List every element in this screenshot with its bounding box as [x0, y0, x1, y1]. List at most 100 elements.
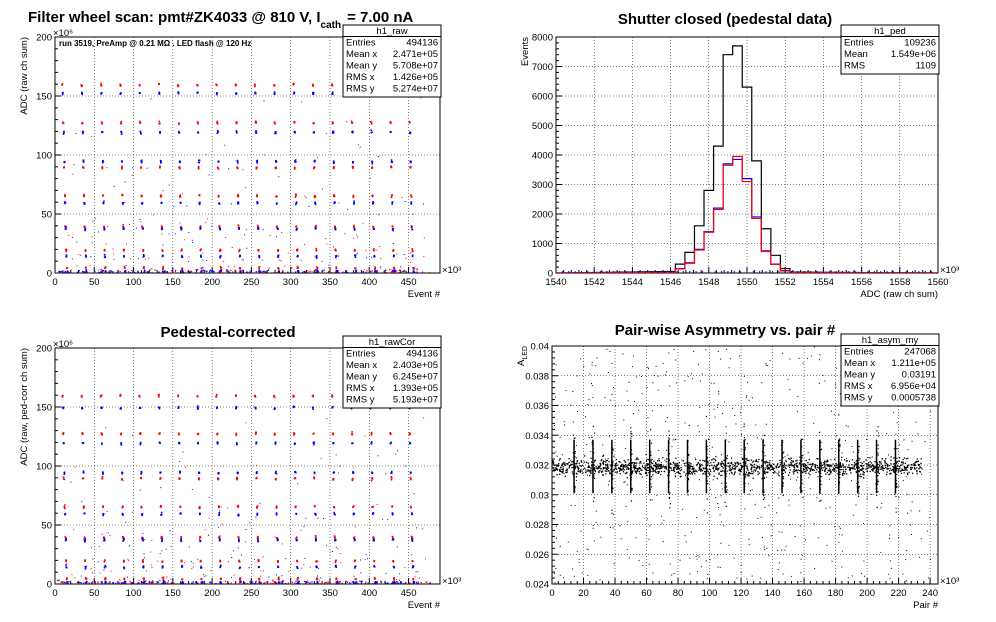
data-point: [337, 270, 339, 272]
data-point: [100, 406, 103, 409]
data-point: [688, 464, 690, 466]
data-point: [893, 471, 895, 473]
data-point: [158, 93, 160, 95]
data-point: [599, 465, 601, 467]
x-tick-label: 1546: [660, 277, 681, 288]
data-point: [371, 195, 374, 198]
data-point: [162, 265, 165, 268]
data-point: [199, 249, 202, 251]
data-point: [264, 154, 266, 156]
data-point: [739, 470, 741, 473]
data-point: [209, 581, 211, 583]
data-point: [897, 465, 899, 467]
data-point: [162, 270, 164, 273]
data-point: [906, 466, 909, 469]
data-point: [100, 93, 102, 95]
data-layer: [56, 393, 432, 584]
data-point: [365, 581, 367, 583]
data-point: [354, 249, 356, 252]
data-point: [625, 468, 627, 470]
data-point: [239, 577, 242, 579]
data-point: [107, 532, 109, 534]
data-point: [873, 467, 876, 469]
data-point: [164, 272, 167, 273]
data-point: [884, 460, 886, 462]
data-point: [233, 265, 235, 267]
data-point: [152, 581, 154, 583]
data-point: [594, 470, 597, 473]
data-point: [174, 233, 176, 235]
data-point: [918, 470, 921, 473]
data-point: [796, 464, 798, 467]
data-point: [154, 269, 156, 271]
data-point: [657, 468, 659, 470]
data-point: [123, 559, 125, 562]
data-point: [97, 582, 100, 584]
data-point: [623, 469, 625, 471]
data-point: [747, 475, 749, 477]
data-point: [159, 579, 161, 581]
data-point: [65, 578, 68, 581]
data-point: [600, 471, 603, 473]
data-point: [398, 579, 400, 581]
data-point: [691, 472, 693, 474]
data-point: [62, 132, 65, 135]
data-point: [906, 472, 909, 474]
data-point: [270, 583, 273, 584]
data-point: [101, 123, 103, 125]
data-point: [160, 227, 163, 230]
data-point: [172, 261, 174, 263]
data-point: [237, 194, 240, 197]
data-point: [372, 539, 375, 542]
data-point: [181, 582, 183, 584]
data-point: [391, 270, 394, 272]
data-point: [119, 272, 121, 273]
data-point: [742, 465, 744, 468]
data-point: [235, 407, 237, 410]
data-point: [374, 578, 376, 580]
data-point: [425, 581, 428, 583]
data-point: [258, 272, 261, 273]
data-point: [242, 270, 244, 272]
data-point: [102, 201, 104, 204]
data-point: [902, 469, 904, 471]
data-point: [675, 462, 677, 465]
data-point: [243, 259, 245, 261]
stats-value: 1.426e+05: [393, 72, 438, 83]
data-point: [602, 462, 604, 464]
data-point: [275, 132, 277, 135]
data-point: [179, 512, 182, 515]
data-point: [349, 272, 352, 273]
data-point: [258, 577, 260, 580]
data-point: [333, 201, 336, 203]
data-point: [184, 583, 186, 584]
data-point: [398, 582, 400, 584]
data-point: [408, 272, 410, 273]
data-point: [372, 536, 375, 539]
data-point: [83, 203, 86, 205]
data-point: [411, 540, 414, 542]
data-point: [833, 470, 835, 472]
stats-value: 2.471e+05: [393, 49, 438, 60]
data-point: [372, 226, 374, 228]
data-point: [689, 470, 691, 473]
data-point: [179, 194, 181, 196]
data-point: [392, 583, 394, 584]
data-point: [294, 161, 296, 163]
data-point: [62, 121, 64, 124]
y-tick-label: 0.038: [525, 371, 549, 382]
data-point: [216, 121, 218, 124]
data-point: [292, 83, 295, 86]
data-point: [205, 153, 207, 155]
data-point: [333, 202, 336, 204]
data-point: [590, 471, 592, 473]
data-point: [214, 583, 216, 584]
data-point: [166, 271, 168, 273]
data-point: [139, 441, 142, 444]
data-point: [830, 472, 832, 474]
data-point: [627, 459, 629, 461]
data-point: [714, 460, 717, 462]
data-point: [217, 478, 220, 481]
data-point: [139, 477, 142, 479]
data-point: [862, 477, 865, 479]
